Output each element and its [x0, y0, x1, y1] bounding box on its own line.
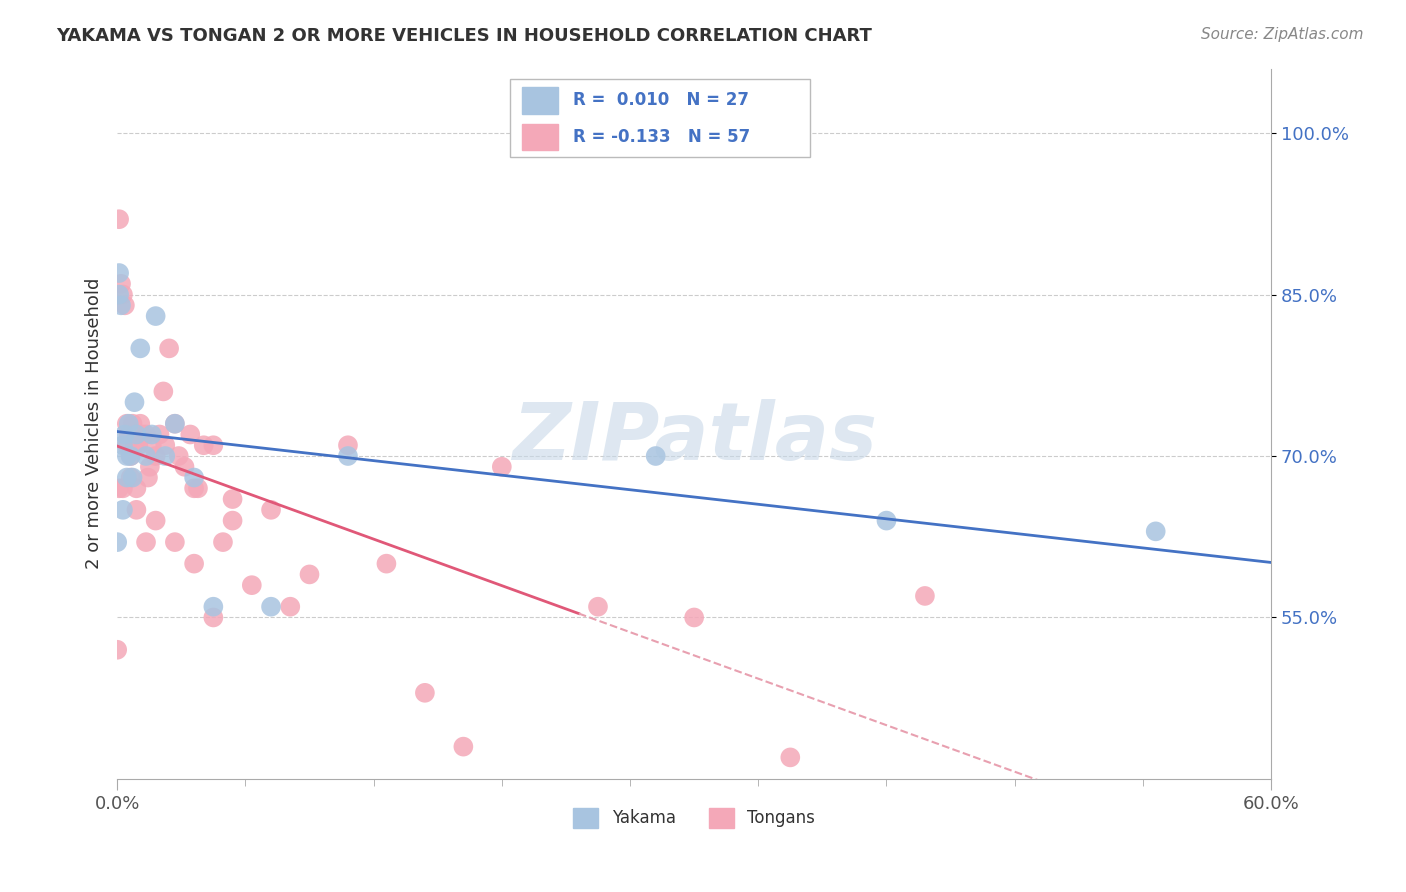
Point — [260, 599, 283, 614]
Point — [105, 535, 128, 549]
Point — [125, 427, 148, 442]
Point — [118, 417, 141, 431]
Point — [914, 589, 936, 603]
Text: Source: ZipAtlas.com: Source: ZipAtlas.com — [1201, 27, 1364, 42]
Point — [202, 438, 225, 452]
Point — [202, 610, 225, 624]
Point — [155, 438, 177, 452]
Point — [111, 438, 134, 452]
Point — [110, 298, 132, 312]
Point — [683, 610, 706, 624]
Legend: Yakama, Tongans: Yakama, Tongans — [567, 801, 821, 835]
Point — [111, 481, 134, 495]
Point — [212, 535, 235, 549]
Point — [135, 535, 157, 549]
Point — [124, 438, 146, 452]
Point — [115, 438, 138, 452]
Point — [120, 449, 142, 463]
Point — [260, 503, 283, 517]
Point — [121, 470, 143, 484]
Point — [1144, 524, 1167, 539]
Point — [187, 481, 209, 495]
Point — [240, 578, 263, 592]
Point — [163, 417, 186, 431]
Point — [135, 427, 157, 442]
Point — [779, 750, 801, 764]
Point — [127, 438, 149, 452]
Point — [121, 417, 143, 431]
Point — [202, 599, 225, 614]
Point — [114, 298, 136, 312]
Point — [221, 491, 243, 506]
Point — [336, 438, 359, 452]
Point — [298, 567, 321, 582]
Point — [278, 599, 301, 614]
Point — [120, 449, 142, 463]
Text: ZIPatlas: ZIPatlas — [512, 399, 877, 477]
Point — [125, 503, 148, 517]
Point — [183, 481, 205, 495]
Y-axis label: 2 or more Vehicles in Household: 2 or more Vehicles in Household — [86, 278, 103, 569]
Point — [141, 438, 163, 452]
Point — [114, 427, 136, 442]
Point — [491, 459, 513, 474]
Point — [110, 277, 132, 291]
Point — [131, 427, 153, 442]
Point — [145, 309, 167, 323]
Point — [105, 642, 128, 657]
Point — [173, 459, 195, 474]
Point — [167, 449, 190, 463]
Point — [163, 535, 186, 549]
Point — [336, 449, 359, 463]
Point — [141, 427, 163, 442]
Point — [108, 212, 131, 227]
Point — [163, 417, 186, 431]
Point — [183, 470, 205, 484]
Point — [221, 514, 243, 528]
Point — [124, 395, 146, 409]
Point — [193, 438, 215, 452]
Point — [179, 427, 201, 442]
Point — [120, 470, 142, 484]
Point — [115, 470, 138, 484]
Point — [118, 427, 141, 442]
Point — [108, 266, 131, 280]
Point — [111, 287, 134, 301]
Point — [135, 449, 157, 463]
Point — [453, 739, 475, 754]
Point — [115, 417, 138, 431]
Point — [108, 481, 131, 495]
Point — [586, 599, 609, 614]
Point — [129, 417, 152, 431]
Point — [108, 287, 131, 301]
Text: YAKAMA VS TONGAN 2 OR MORE VEHICLES IN HOUSEHOLD CORRELATION CHART: YAKAMA VS TONGAN 2 OR MORE VEHICLES IN H… — [56, 27, 872, 45]
Point — [375, 557, 398, 571]
Point — [875, 514, 897, 528]
Point — [644, 449, 666, 463]
Point — [129, 342, 152, 356]
Point — [155, 449, 177, 463]
Point — [115, 449, 138, 463]
Point — [145, 449, 167, 463]
Point — [136, 470, 159, 484]
Point — [413, 686, 436, 700]
Point — [139, 459, 162, 474]
Point — [111, 503, 134, 517]
Point — [152, 384, 174, 399]
Point — [145, 514, 167, 528]
Point — [157, 342, 180, 356]
Point — [183, 557, 205, 571]
Point — [125, 481, 148, 495]
Point — [148, 427, 170, 442]
